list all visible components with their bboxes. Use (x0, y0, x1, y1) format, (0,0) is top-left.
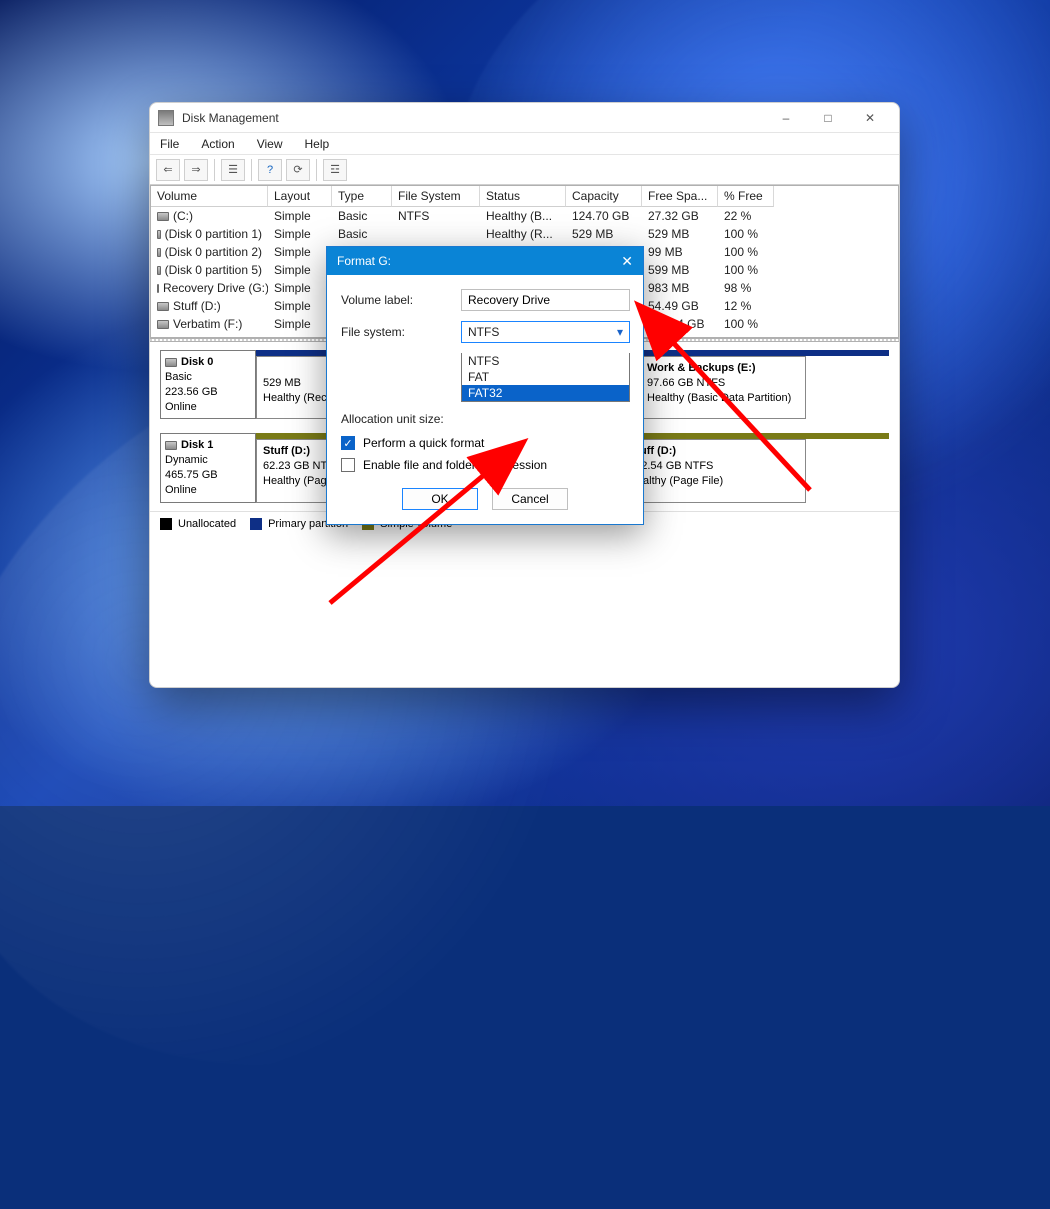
partition[interactable]: Work & Backups (E:)97.66 GB NTFSHealthy … (640, 356, 806, 419)
table-row[interactable]: (Disk 0 partition 1) SimpleBasicHealthy … (151, 225, 898, 243)
volume-icon (157, 248, 161, 257)
file-system-value: NTFS (468, 325, 499, 339)
col-capacity[interactable]: Capacity (566, 186, 642, 207)
partition[interactable]: Stuff (D:)402.54 GB NTFSHealthy (Page Fi… (622, 439, 806, 502)
dropdown-option[interactable]: FAT32 (462, 385, 629, 401)
checkbox-unchecked-icon (341, 458, 355, 472)
dialog-titlebar[interactable]: Format G: ✕ (327, 247, 643, 275)
volume-icon (157, 284, 159, 293)
toolbar-help-button[interactable]: ? (258, 159, 282, 181)
nav-back-button[interactable]: ⇐ (156, 159, 180, 181)
volume-label-label: Volume label: (341, 293, 453, 307)
volume-list-header: Volume Layout Type File System Status Ca… (151, 186, 898, 207)
disk-info[interactable]: Disk 0Basic223.56 GBOnline (160, 350, 256, 419)
menu-file[interactable]: File (156, 135, 183, 153)
dropdown-option[interactable]: FAT (462, 369, 629, 385)
window-title: Disk Management (182, 111, 765, 125)
checkbox-checked-icon: ✓ (341, 436, 355, 450)
col-status[interactable]: Status (480, 186, 566, 207)
chevron-down-icon: ▾ (617, 325, 623, 339)
close-button[interactable]: ✕ (849, 104, 891, 132)
cancel-button[interactable]: Cancel (492, 488, 568, 510)
file-system-dropdown[interactable]: NTFSFATFAT32 (461, 353, 630, 402)
toolbar: ⇐ ⇒ ☰ ? ⟳ ☲ (150, 155, 899, 185)
menu-view[interactable]: View (253, 135, 287, 153)
menubar: File Action View Help (150, 133, 899, 155)
allocation-unit-label: Allocation unit size: (341, 412, 453, 426)
file-system-label: File system: (341, 325, 453, 339)
table-row[interactable]: (C:) SimpleBasicNTFSHealthy (B...124.70 … (151, 207, 898, 225)
volume-icon (157, 302, 169, 311)
col-filesystem[interactable]: File System (392, 186, 480, 207)
toolbar-refresh-button[interactable]: ⟳ (286, 159, 310, 181)
dialog-close-icon[interactable]: ✕ (621, 253, 633, 270)
menu-action[interactable]: Action (197, 135, 238, 153)
volume-icon (157, 230, 161, 239)
col-type[interactable]: Type (332, 186, 392, 207)
dialog-title: Format G: (337, 254, 391, 268)
toolbar-view-button[interactable]: ☰ (221, 159, 245, 181)
dropdown-option[interactable]: NTFS (462, 353, 629, 369)
compression-checkbox[interactable]: Enable file and folder compression (341, 458, 629, 472)
volume-icon (157, 320, 169, 329)
disk-icon (165, 358, 177, 367)
quick-format-checkbox[interactable]: ✓ Perform a quick format (341, 436, 629, 450)
nav-forward-button[interactable]: ⇒ (184, 159, 208, 181)
partition[interactable]: 529 MBHealthy (Recov (256, 356, 328, 419)
volume-icon (157, 212, 169, 221)
disk-info[interactable]: Disk 1Dynamic465.75 GBOnline (160, 433, 256, 502)
ok-button[interactable]: OK (402, 488, 478, 510)
menu-help[interactable]: Help (301, 135, 334, 153)
col-pctfree[interactable]: % Free (718, 186, 774, 207)
col-volume[interactable]: Volume (151, 186, 268, 207)
app-icon (158, 110, 174, 126)
format-dialog: Format G: ✕ Volume label: File system: N… (326, 246, 644, 525)
col-free[interactable]: Free Spa... (642, 186, 718, 207)
minimize-button[interactable]: – (765, 104, 807, 132)
volume-label-input[interactable] (461, 289, 630, 311)
disk-icon (165, 441, 177, 450)
volume-icon (157, 266, 161, 275)
titlebar[interactable]: Disk Management – □ ✕ (150, 103, 899, 133)
file-system-select[interactable]: NTFS ▾ (461, 321, 630, 343)
toolbar-properties-button[interactable]: ☲ (323, 159, 347, 181)
maximize-button[interactable]: □ (807, 104, 849, 132)
col-layout[interactable]: Layout (268, 186, 332, 207)
legend-item: Unallocated (160, 518, 236, 530)
